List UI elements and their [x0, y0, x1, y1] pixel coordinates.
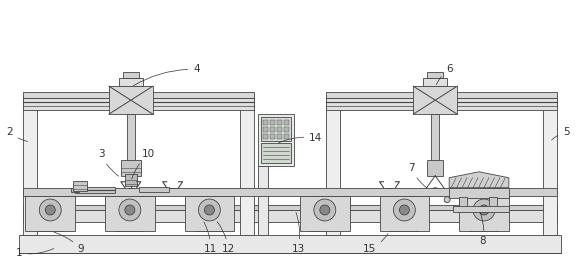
- Bar: [414, 86, 457, 114]
- Bar: [23, 205, 557, 210]
- Bar: [423, 78, 447, 86]
- Bar: [26, 196, 75, 231]
- Text: 14: 14: [278, 133, 322, 143]
- Circle shape: [205, 205, 215, 215]
- Bar: [277, 120, 282, 125]
- Circle shape: [473, 199, 495, 221]
- Text: 9: 9: [54, 232, 85, 254]
- Text: 13: 13: [291, 212, 305, 254]
- Bar: [326, 98, 557, 110]
- Bar: [453, 206, 509, 212]
- Circle shape: [125, 205, 135, 215]
- Bar: [284, 134, 289, 139]
- Bar: [121, 160, 141, 176]
- Bar: [73, 181, 87, 191]
- Bar: [326, 92, 557, 98]
- Bar: [119, 78, 143, 86]
- Bar: [109, 86, 153, 114]
- Bar: [240, 96, 254, 236]
- Bar: [459, 197, 467, 207]
- Circle shape: [45, 205, 55, 215]
- Polygon shape: [116, 214, 143, 231]
- Polygon shape: [311, 214, 339, 231]
- Bar: [123, 72, 139, 78]
- Bar: [543, 96, 557, 236]
- Circle shape: [39, 199, 61, 221]
- Text: 7: 7: [408, 163, 427, 188]
- Bar: [277, 127, 282, 132]
- Text: 15: 15: [363, 234, 388, 254]
- Polygon shape: [37, 214, 64, 231]
- Text: 12: 12: [217, 222, 235, 254]
- Text: 6: 6: [436, 64, 452, 85]
- Bar: [20, 236, 560, 253]
- Circle shape: [198, 199, 220, 221]
- Bar: [427, 72, 443, 78]
- Text: 8: 8: [480, 212, 486, 247]
- Bar: [263, 127, 268, 132]
- Bar: [489, 197, 497, 207]
- Polygon shape: [391, 214, 418, 231]
- Bar: [432, 114, 439, 162]
- Bar: [23, 210, 557, 221]
- Text: 1: 1: [16, 248, 54, 258]
- Bar: [184, 196, 234, 231]
- Bar: [270, 120, 275, 125]
- Polygon shape: [449, 172, 509, 188]
- Circle shape: [444, 197, 450, 203]
- Circle shape: [432, 188, 439, 196]
- Bar: [261, 143, 291, 163]
- Bar: [300, 196, 350, 231]
- Bar: [139, 187, 169, 192]
- Circle shape: [479, 205, 489, 215]
- Circle shape: [119, 199, 141, 221]
- Bar: [71, 188, 79, 192]
- Text: 10: 10: [132, 149, 155, 179]
- Polygon shape: [196, 214, 223, 231]
- Bar: [270, 134, 275, 139]
- Bar: [449, 188, 509, 198]
- Polygon shape: [470, 214, 498, 231]
- Text: 2: 2: [6, 127, 28, 141]
- Circle shape: [420, 197, 426, 203]
- Bar: [23, 96, 37, 236]
- Text: 3: 3: [97, 149, 119, 176]
- Bar: [23, 98, 254, 110]
- Bar: [258, 166, 268, 236]
- Bar: [263, 120, 268, 125]
- Bar: [263, 134, 268, 139]
- Bar: [23, 92, 254, 98]
- Bar: [427, 160, 443, 176]
- Bar: [127, 114, 135, 162]
- Text: 4: 4: [133, 64, 200, 86]
- Bar: [125, 174, 137, 186]
- Circle shape: [320, 205, 330, 215]
- Bar: [23, 188, 557, 196]
- Bar: [261, 117, 291, 141]
- Text: 11: 11: [204, 222, 217, 254]
- Text: 5: 5: [552, 127, 570, 140]
- Bar: [284, 127, 289, 132]
- Bar: [379, 196, 429, 231]
- Bar: [258, 114, 294, 166]
- Bar: [326, 96, 340, 236]
- Bar: [75, 187, 115, 193]
- Circle shape: [400, 205, 409, 215]
- Bar: [105, 196, 155, 231]
- Bar: [284, 120, 289, 125]
- Bar: [277, 134, 282, 139]
- Circle shape: [393, 199, 415, 221]
- Circle shape: [314, 199, 336, 221]
- Bar: [459, 196, 509, 231]
- Bar: [270, 127, 275, 132]
